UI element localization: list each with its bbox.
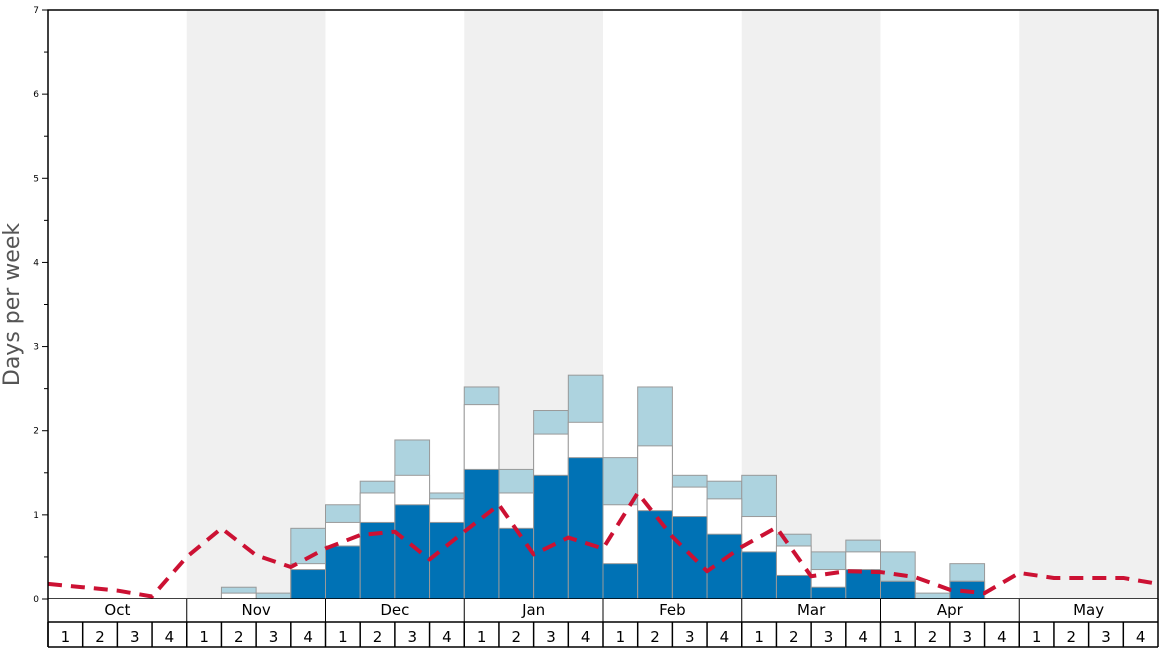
bar-series-2-week-13 [463,468,500,600]
week-label-13: 1 [477,628,487,646]
week-label-23: 3 [824,628,834,646]
week-label-24: 4 [858,628,868,646]
week-label-25: 1 [893,628,903,646]
week-label-6: 2 [234,628,244,646]
week-label-10: 2 [373,628,383,646]
week-label-18: 2 [650,628,660,646]
month-label-nov: Nov [241,601,270,619]
month-label-dec: Dec [380,601,409,619]
bar-series-1-week-6 [220,592,257,600]
month-band-nov [186,10,326,599]
week-label-4: 4 [165,628,175,646]
bar-series-2-week-8 [290,569,326,600]
y-tick-label-1: 1 [33,511,39,521]
y-tick-label-6: 6 [33,90,39,100]
month-label-may: May [1073,601,1104,619]
week-label-7: 3 [269,628,279,646]
week-label-16: 4 [581,628,591,646]
week-label-14: 2 [512,628,522,646]
week-label-11: 3 [407,628,417,646]
week-label-31: 3 [1101,628,1111,646]
y-tick-label-2: 2 [33,427,39,437]
week-label-22: 2 [789,628,799,646]
y-tick-label-0: 0 [33,595,39,605]
week-label-26: 2 [928,628,938,646]
bar-series-2-week-19 [671,516,708,600]
month-label-oct: Oct [104,601,130,619]
week-label-12: 4 [442,628,452,646]
y-tick-label-7: 7 [33,6,39,16]
average-dashed-line [47,490,1159,599]
month-band-may [1019,10,1158,599]
bar-series-2-week-15 [533,474,569,600]
week-label-5: 1 [199,628,209,646]
month-label-apr: Apr [937,601,964,619]
bar-series-0-week-26 [914,592,951,600]
week-label-3: 3 [130,628,140,646]
y-tick-label-4: 4 [33,258,39,268]
bar-series-2-week-14 [498,527,535,600]
month-label-mar: Mar [797,601,826,619]
bar-series-2-week-12 [429,521,465,600]
week-label-8: 4 [303,628,313,646]
week-label-32: 4 [1136,628,1146,646]
month-label-jan: Jan [521,601,545,619]
bar-series-2-week-24 [845,569,881,600]
week-label-17: 1 [616,628,626,646]
week-label-15: 3 [546,628,556,646]
bar-series-2-week-16 [567,457,604,600]
bar-series-2-week-21 [741,551,777,600]
bar-series-2-week-23 [810,586,847,600]
week-label-30: 2 [1067,628,1077,646]
y-tick-label-3: 3 [33,343,39,353]
bar-series-2-week-17 [602,563,639,600]
bar-series-2-week-22 [775,574,812,600]
bar-series-2-week-25 [880,580,916,600]
month-label-feb: Feb [659,601,686,619]
bar-series-2-week-18 [637,510,673,600]
bar-series-2-week-9 [325,545,361,600]
y-tick-label-5: 5 [33,174,39,184]
week-label-2: 2 [95,628,105,646]
bar-series-2-week-11 [394,504,431,600]
week-label-27: 3 [962,628,972,646]
week-label-29: 1 [1032,628,1042,646]
week-label-1: 1 [61,628,71,646]
week-label-28: 4 [997,628,1007,646]
week-label-19: 3 [685,628,695,646]
y-axis-label: Days per week [0,223,25,386]
week-label-21: 1 [754,628,764,646]
week-label-9: 1 [338,628,348,646]
bar-series-0-week-7 [255,592,292,600]
week-label-20: 4 [720,628,730,646]
